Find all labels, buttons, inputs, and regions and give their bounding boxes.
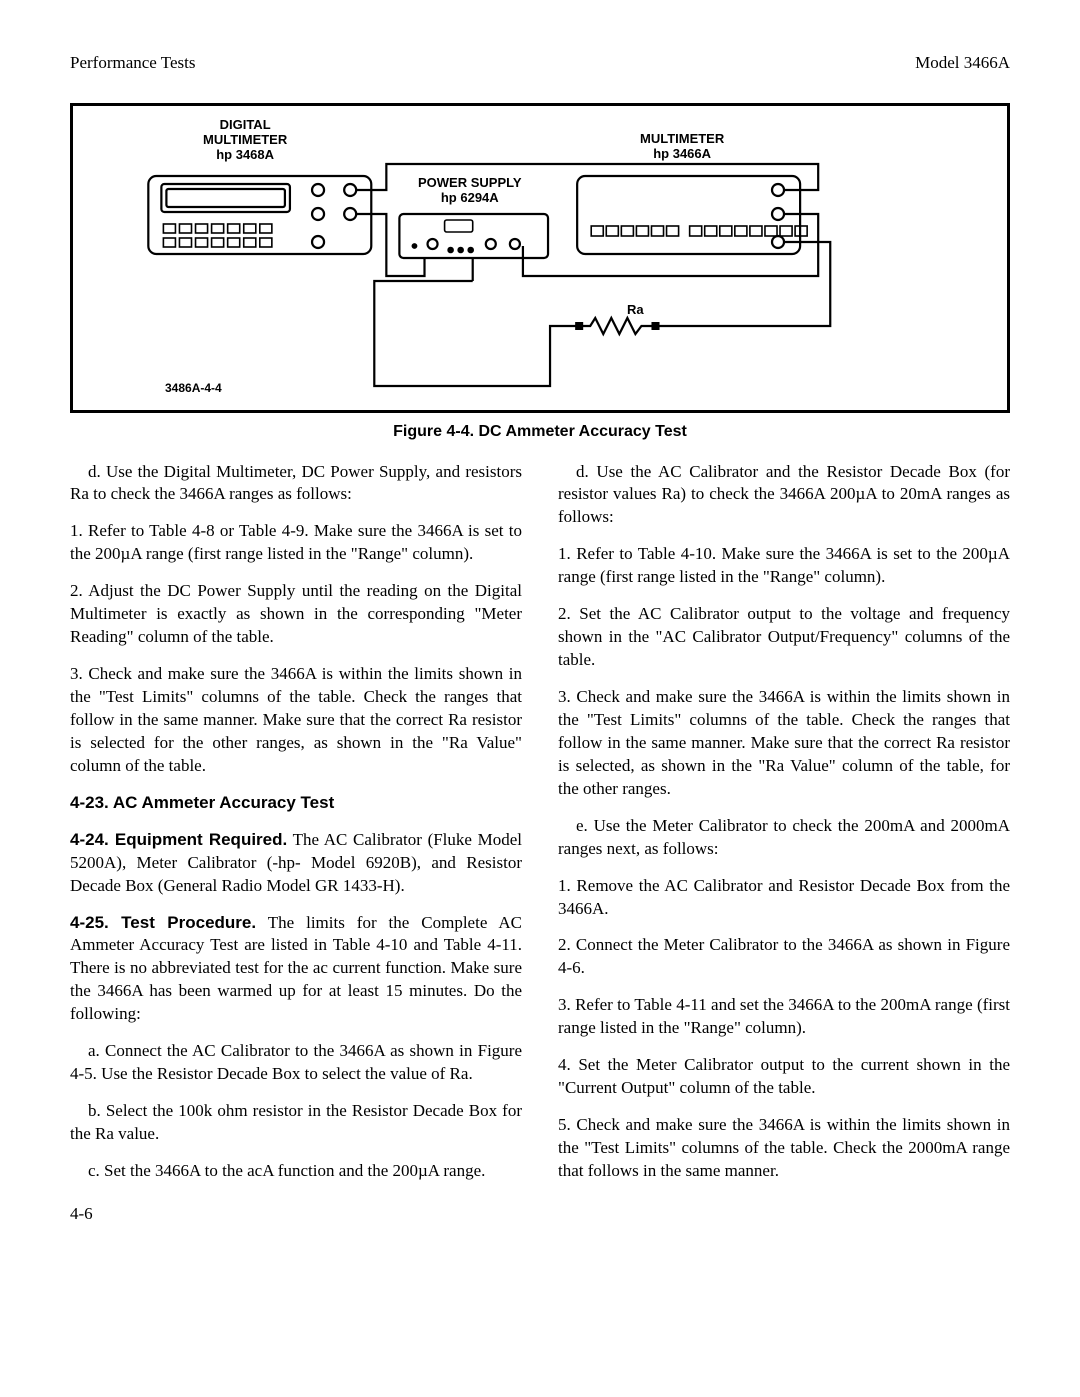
header-left: Performance Tests (70, 52, 195, 75)
para-4-24-head: 4-24. Equipment Required. (70, 830, 287, 849)
right-substep-4: 1. Remove the AC Calibrator and Resistor… (558, 875, 1010, 921)
label-center-device: POWER SUPPLY hp 6294A (418, 176, 522, 206)
left-step-c: c. Set the 3466A to the acA function and… (70, 1160, 522, 1183)
label-resistor: Ra (627, 303, 644, 318)
right-step-d: d. Use the AC Calibrator and the Resisto… (558, 461, 1010, 530)
label-right-device: MULTIMETER hp 3466A (640, 132, 724, 162)
left-step-a: a. Connect the AC Calibrator to the 3466… (70, 1040, 522, 1086)
right-substep-2: 2. Set the AC Calibrator output to the v… (558, 603, 1010, 672)
heading-4-23: 4-23. AC Ammeter Accuracy Test (70, 792, 522, 815)
header-right: Model 3466A (915, 52, 1010, 75)
para-4-25: 4-25. Test Procedure. The limits for the… (70, 912, 522, 1027)
figure-4-4: DIGITAL MULTIMETER hp 3468A POWER SUPPLY… (70, 103, 1010, 413)
left-step-d: d. Use the Digital Multimeter, DC Power … (70, 461, 522, 507)
para-4-24: 4-24. Equipment Required. The AC Calibra… (70, 829, 522, 898)
right-substep-8: 5. Check and make sure the 3466A is with… (558, 1114, 1010, 1183)
figure-caption: Figure 4-4. DC Ammeter Accuracy Test (70, 421, 1010, 443)
left-substep-3: 3. Check and make sure the 3466A is with… (70, 663, 522, 778)
left-substep-2: 2. Adjust the DC Power Supply until the … (70, 580, 522, 649)
right-substep-5: 2. Connect the Meter Calibrator to the 3… (558, 934, 1010, 980)
para-4-25-head: 4-25. Test Procedure. (70, 913, 256, 932)
left-column: d. Use the Digital Multimeter, DC Power … (70, 461, 522, 1197)
right-substep-6: 3. Refer to Table 4-11 and set the 3466A… (558, 994, 1010, 1040)
body-columns: d. Use the Digital Multimeter, DC Power … (70, 461, 1010, 1197)
page-header: Performance Tests Model 3466A (70, 52, 1010, 75)
right-column: d. Use the AC Calibrator and the Resisto… (558, 461, 1010, 1197)
right-substep-3: 3. Check and make sure the 3466A is with… (558, 686, 1010, 801)
figure-ref-number: 3486A-4-4 (165, 380, 222, 396)
page-number: 4-6 (70, 1203, 1010, 1226)
right-step-e: e. Use the Meter Calibrator to check the… (558, 815, 1010, 861)
left-step-b: b. Select the 100k ohm resistor in the R… (70, 1100, 522, 1146)
right-substep-7: 4. Set the Meter Calibrator output to th… (558, 1054, 1010, 1100)
right-substep-1: 1. Refer to Table 4-10. Make sure the 34… (558, 543, 1010, 589)
left-substep-1: 1. Refer to Table 4-8 or Table 4-9. Make… (70, 520, 522, 566)
label-left-device: DIGITAL MULTIMETER hp 3468A (203, 118, 287, 163)
